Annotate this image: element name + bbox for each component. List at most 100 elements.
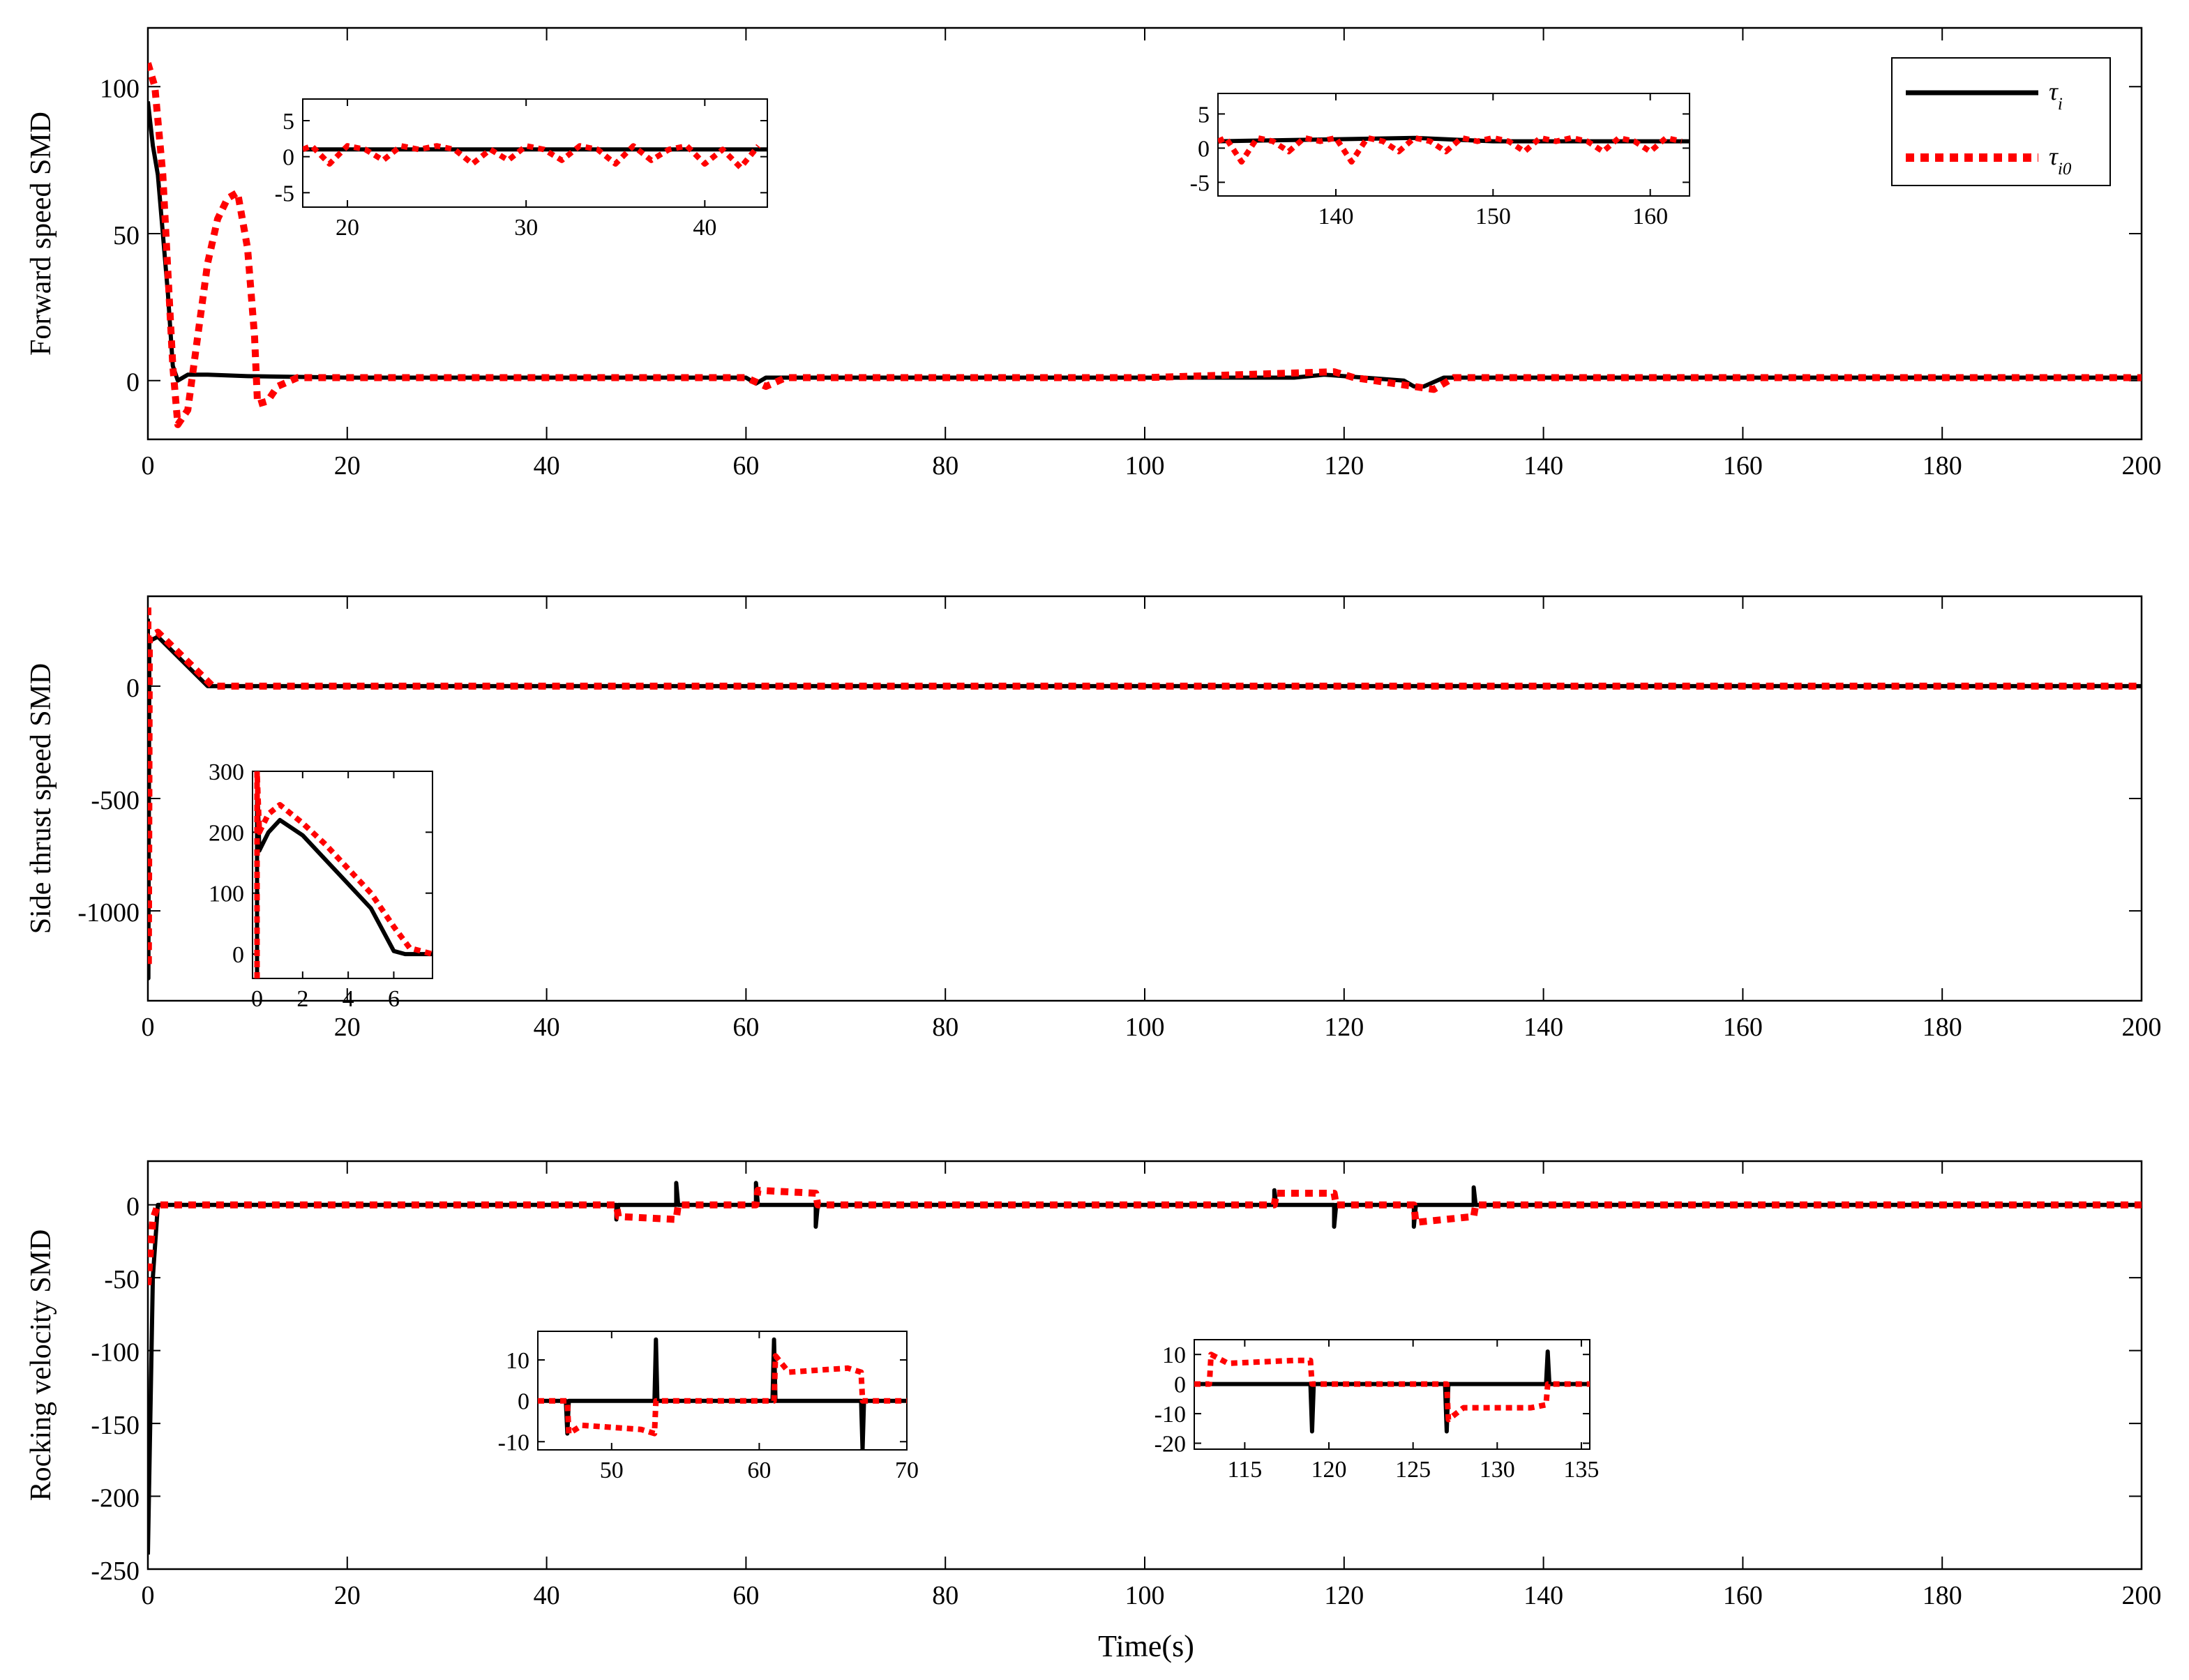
legend-box — [1891, 57, 2111, 186]
side-inset-y-tick-label: 300 — [209, 759, 244, 785]
rock-inset-1-frame — [537, 1331, 908, 1451]
forward-x-tick-label: 140 — [1524, 451, 1563, 480]
fwd-inset-1-y-tick-label: 0 — [283, 145, 294, 171]
rocking-y-tick-label: -200 — [91, 1484, 140, 1513]
side-x-tick-label: 120 — [1324, 1013, 1364, 1042]
rocking-frame — [146, 1160, 2143, 1571]
rocking-x-tick-label: 100 — [1125, 1581, 1165, 1610]
rock-inset-1-y-tick-label: 0 — [518, 1389, 529, 1415]
side-x-tick-label: 60 — [732, 1013, 759, 1042]
side-inset-series-tau-i0 — [254, 771, 432, 978]
side-x-tick-label: 100 — [1125, 1013, 1165, 1042]
rocking-x-tick-label: 180 — [1923, 1581, 1962, 1610]
fwd-inset-1-frame — [302, 98, 768, 208]
rocking-x-tick-label: 40 — [534, 1581, 560, 1610]
forward-x-tick-label: 120 — [1324, 451, 1364, 480]
rocking-x-tick-label: 20 — [334, 1581, 361, 1610]
fwd-inset-2-x-tick-label: 160 — [1632, 204, 1668, 229]
side-y-tick-label: -1000 — [77, 898, 140, 928]
fwd-inset-1-x-tick-label: 30 — [514, 215, 538, 241]
rock-inset-2-y-tick-label: 0 — [1174, 1372, 1186, 1398]
subplot-forward: 0 20 40 60 80 100 120 140 160 180 200050100Forward… — [25, 27, 2162, 480]
fwd-inset-1-series-tau-i0 — [303, 143, 761, 171]
rock-inset-2-y-tick-label: -20 — [1154, 1432, 1186, 1458]
side-x-tick-label: 20 — [334, 1013, 361, 1042]
forward-y-tick-label: 0 — [126, 368, 140, 398]
inset-fwd-inset-1: 20 30 40 -5 0 5 — [275, 98, 768, 241]
subplot-rocking: 0 20 40 60 80 100 120 140 160 180 200-250-200-150-… — [25, 1160, 2162, 1610]
legend-label-tau-i: τi — [2049, 77, 2063, 114]
forward-x-tick-label: 80 — [932, 451, 958, 480]
rocking-x-tick-label: 120 — [1324, 1581, 1364, 1610]
subplot-side: 0 20 40 60 80 100 120 140 160 180 200-1000-5000Sid… — [25, 595, 2162, 1042]
rock-inset-2-frame — [1194, 1339, 1590, 1450]
side-frame — [146, 595, 2143, 1002]
rock-inset-1-y-tick-label: -10 — [498, 1430, 529, 1455]
side-x-tick-label: 80 — [932, 1013, 958, 1042]
forward-x-tick-label: 20 — [334, 451, 361, 480]
rocking-x-tick-label: 140 — [1524, 1581, 1563, 1610]
fwd-inset-2-frame — [1217, 93, 1690, 197]
rock-inset-2-x-tick-label: 125 — [1395, 1457, 1431, 1483]
rock-inset-2-x-tick-label: 135 — [1563, 1457, 1599, 1483]
rocking-x-tick-label: 0 — [142, 1581, 155, 1610]
side-inset-x-tick-label: 4 — [343, 986, 354, 1012]
rock-inset-1-x-tick-label: 70 — [895, 1458, 919, 1483]
side-inset-y-tick-label: 100 — [209, 881, 244, 907]
rock-inset-2-x-tick-label: 120 — [1311, 1457, 1347, 1483]
forward-x-tick-label: 180 — [1923, 451, 1962, 480]
side-y-tick-label: -500 — [91, 786, 140, 815]
side-inset-x-tick-label: 2 — [296, 986, 308, 1012]
fwd-inset-2-y-tick-label: 0 — [1198, 136, 1210, 162]
forward-y-tick-label: 50 — [113, 221, 140, 250]
side-x-tick-label: 40 — [534, 1013, 560, 1042]
fwd-inset-2-y-tick-label: -5 — [1190, 170, 1210, 196]
fwd-inset-1-x-tick-label: 20 — [336, 215, 359, 241]
rock-inset-1-x-tick-label: 50 — [600, 1458, 624, 1483]
forward-x-tick-label: 100 — [1125, 451, 1165, 480]
rocking-series-tau-i0 — [148, 1186, 2142, 1285]
rocking-y-tick-label: -100 — [91, 1338, 140, 1368]
side-x-tick-label: 180 — [1923, 1013, 1962, 1042]
fwd-inset-2-x-tick-label: 140 — [1318, 204, 1354, 229]
rock-inset-2-x-tick-label: 130 — [1480, 1457, 1515, 1483]
fwd-inset-1-y-tick-label: -5 — [275, 181, 294, 206]
rock-inset-2-y-tick-label: -10 — [1154, 1402, 1186, 1428]
inset-rock-inset-2: 115 120 125 130 135 -20 -10 0 10 — [1154, 1339, 1599, 1483]
fwd-inset-1-x-tick-label: 40 — [693, 215, 716, 241]
rock-inset-2-y-tick-label: 10 — [1162, 1342, 1186, 1368]
fwd-inset-2-y-tick-label: 5 — [1198, 102, 1210, 128]
forward-series-tau-i0 — [148, 62, 2142, 428]
side-y-tick-label: 0 — [126, 674, 140, 703]
rock-inset-1-series-tau-i0 — [538, 1353, 907, 1437]
rocking-x-tick-label: 200 — [2122, 1581, 2162, 1610]
fwd-inset-2-series-tau-i0 — [1218, 135, 1683, 165]
forward-y-axis-title: Forward speed SMD — [25, 112, 57, 356]
rock-inset-2-series-tau-i0 — [1194, 1352, 1590, 1423]
legend-label-tau-i0: τi0 — [2049, 142, 2072, 179]
side-x-tick-label: 160 — [1723, 1013, 1763, 1042]
rocking-x-tick-label: 160 — [1723, 1581, 1763, 1610]
forward-x-tick-label: 0 — [142, 451, 155, 480]
rocking-x-tick-label: 60 — [732, 1581, 759, 1610]
inset-fwd-inset-2: 140 150 160 -5 0 5 — [1190, 93, 1690, 229]
side-inset-y-tick-label: 200 — [209, 820, 244, 846]
rock-inset-2-x-tick-label: 115 — [1228, 1457, 1263, 1483]
fwd-inset-2-x-tick-label: 150 — [1475, 204, 1511, 229]
side-inset-y-tick-label: 0 — [232, 942, 244, 968]
forward-x-tick-label: 200 — [2122, 451, 2162, 480]
rocking-y-axis-title: Rocking velocity SMD — [25, 1229, 57, 1501]
rocking-x-tick-label: 80 — [932, 1581, 958, 1610]
rock-inset-2-series-tau-i — [1194, 1349, 1590, 1434]
rocking-y-tick-label: -50 — [104, 1265, 140, 1294]
forward-y-tick-label: 100 — [100, 74, 140, 103]
side-inset-x-tick-label: 0 — [251, 986, 263, 1012]
side-x-tick-label: 0 — [142, 1013, 155, 1042]
side-inset-x-tick-label: 6 — [388, 986, 400, 1012]
rock-inset-1-x-tick-label: 60 — [747, 1458, 771, 1483]
x-axis-title: Time(s) — [1098, 1629, 1194, 1663]
legend: τi τi0 — [1891, 57, 2111, 186]
side-x-tick-label: 200 — [2122, 1013, 2162, 1042]
inset-side-inset: 0 2 4 6 0 100 200 300 — [209, 759, 433, 1012]
